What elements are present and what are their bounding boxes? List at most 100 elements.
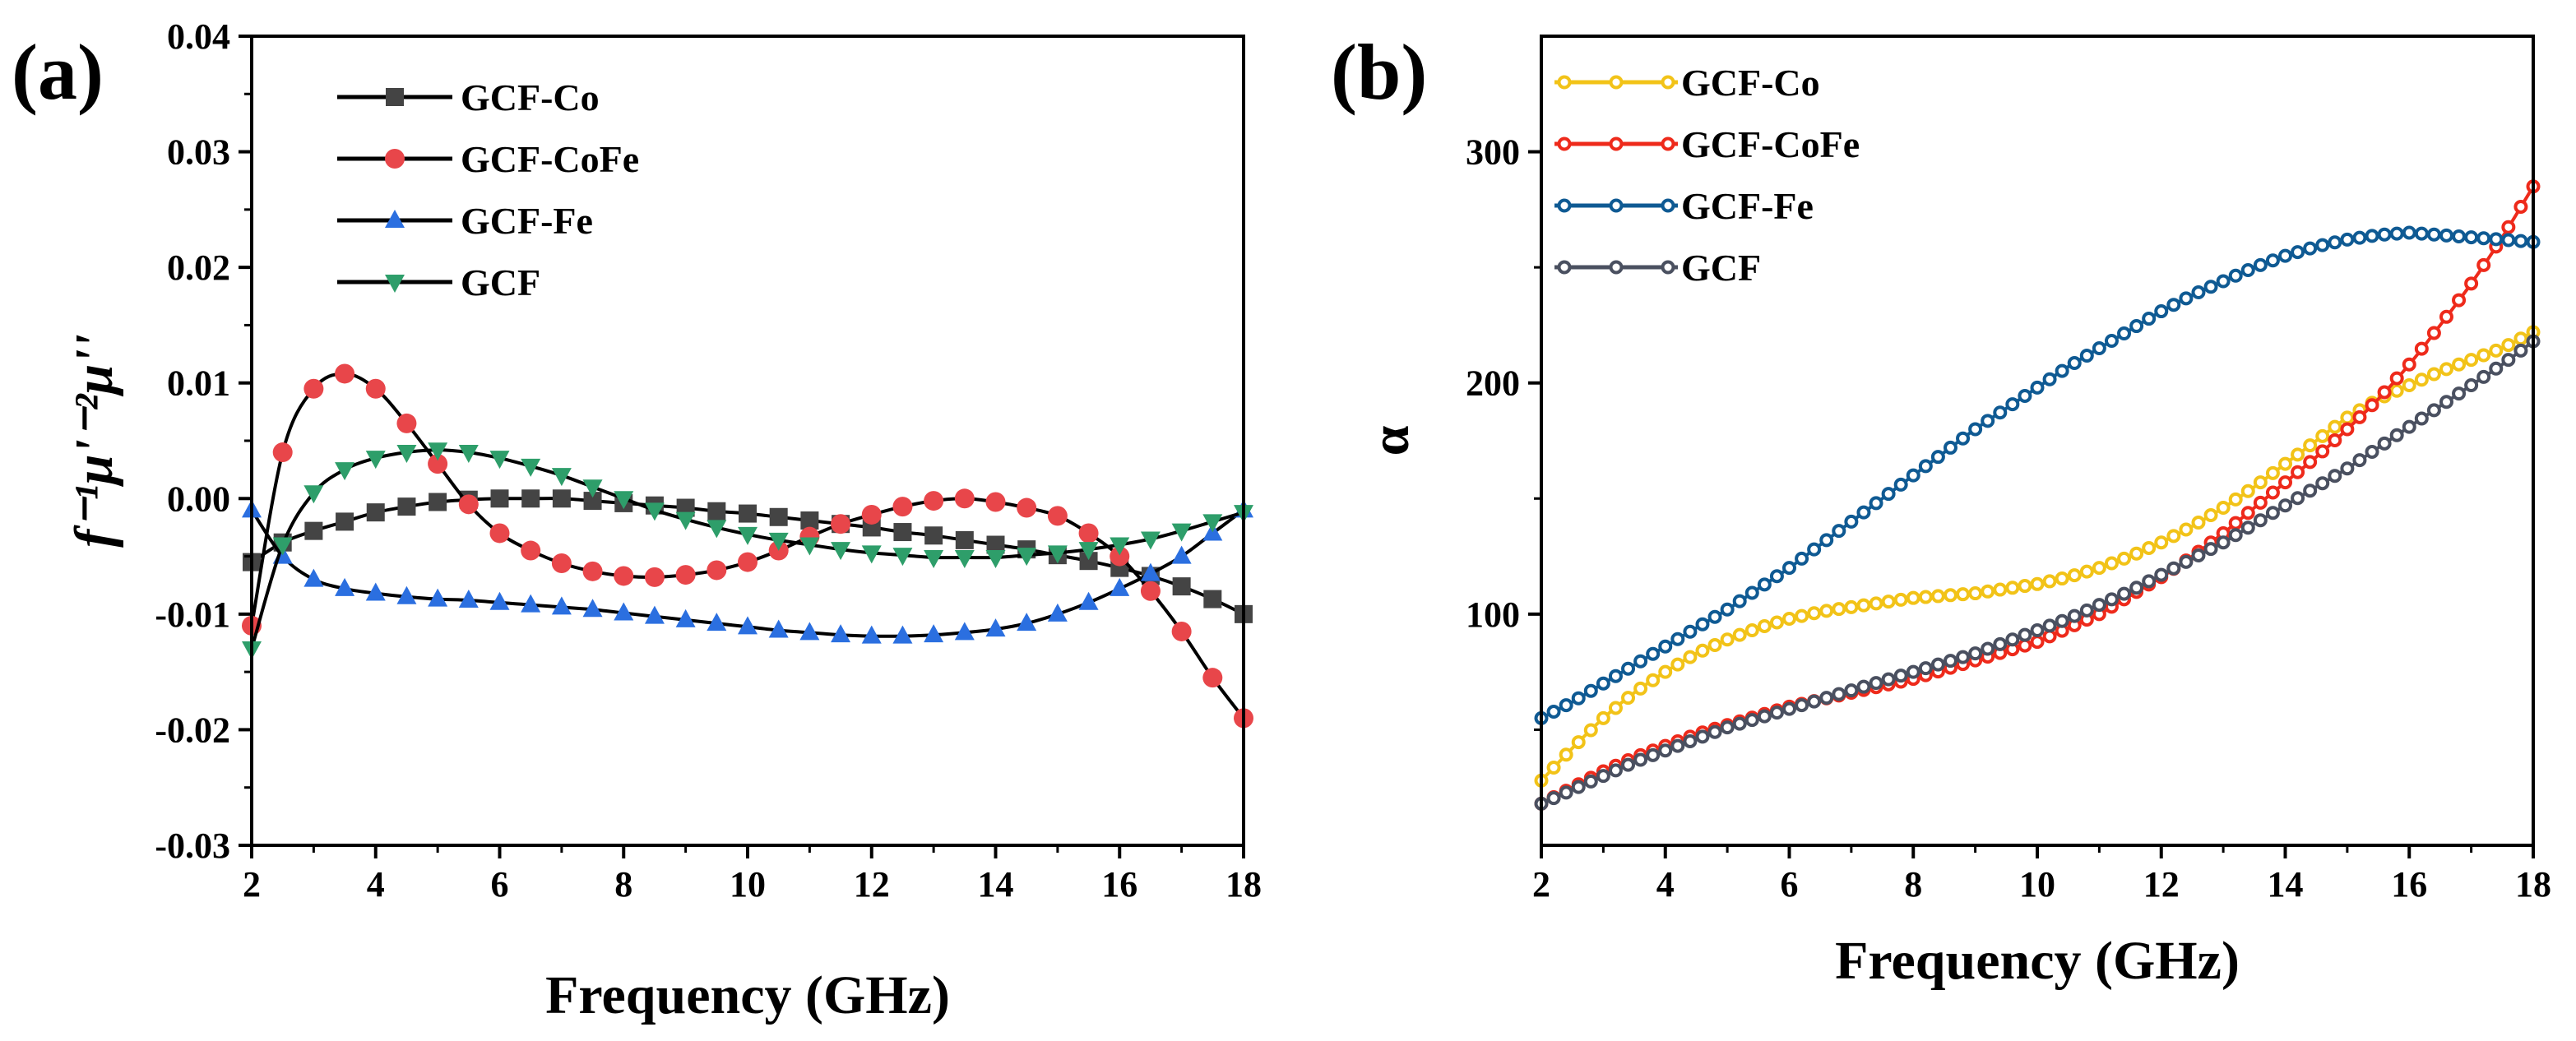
data-point <box>428 442 448 461</box>
data-point <box>1844 514 1859 529</box>
x-tick-label: 16 <box>2391 864 2427 905</box>
data-point <box>1670 632 1685 646</box>
data-point <box>2303 455 2318 470</box>
data-point <box>2452 357 2467 372</box>
data-point <box>2414 226 2429 241</box>
data-point <box>768 532 789 551</box>
data-point <box>1633 752 1648 767</box>
data-point <box>1707 724 1722 739</box>
data-point <box>1795 698 1809 713</box>
data-point <box>1546 704 1561 719</box>
data-point <box>2203 508 2218 523</box>
data-point <box>551 468 572 487</box>
data-point <box>1683 733 1698 748</box>
data-point <box>2389 383 2404 398</box>
data-point <box>739 504 757 523</box>
data-point <box>2179 554 2194 569</box>
data-point <box>1782 701 1796 716</box>
data-point <box>1744 713 1759 728</box>
data-point <box>2328 235 2342 250</box>
data-point <box>1621 661 1636 676</box>
data-point <box>1596 676 1610 691</box>
data-point <box>2240 506 2255 520</box>
data-point <box>2104 592 2119 607</box>
data-point <box>1047 506 1068 526</box>
data-point <box>1757 709 1772 724</box>
data-point <box>2402 357 2416 372</box>
data-point <box>2352 409 2367 424</box>
data-point <box>1078 523 1099 544</box>
y-axis-label: α <box>1360 425 1420 456</box>
data-point <box>428 454 448 474</box>
data-point <box>1110 546 1130 567</box>
legend: GCF-Co GCF-CoFe GCF-Fe GCF <box>1554 62 1860 289</box>
legend-label: GCF-Co <box>461 76 600 118</box>
data-point <box>1930 657 1945 672</box>
data-point <box>2154 535 2169 550</box>
y-axis-label: f⁻¹μ'⁻²μ'' <box>64 334 124 548</box>
data-point <box>985 549 1006 568</box>
data-point <box>1757 618 1772 633</box>
data-point <box>1670 738 1685 753</box>
data-point <box>1707 638 1722 653</box>
data-point <box>2216 501 2231 516</box>
data-point <box>2203 280 2218 294</box>
data-point <box>1968 586 1983 601</box>
data-point <box>2352 453 2367 468</box>
data-point <box>2365 229 2379 243</box>
legend-marker <box>1557 260 1572 275</box>
series-line <box>250 372 1245 719</box>
data-point <box>365 582 386 601</box>
data-point <box>397 497 416 516</box>
data-point <box>892 497 913 517</box>
data-point <box>2228 528 2243 543</box>
legend-marker <box>1661 260 1675 275</box>
data-point <box>2489 361 2504 376</box>
data-point <box>2129 319 2144 334</box>
data-point <box>2464 353 2479 368</box>
data-point <box>552 489 571 508</box>
data-point <box>429 493 447 511</box>
data-point <box>954 622 975 641</box>
data-point <box>1621 757 1636 772</box>
data-point <box>2489 343 2504 358</box>
x-tick-label: 6 <box>491 864 509 905</box>
data-point <box>1633 681 1648 696</box>
legend-marker <box>1661 75 1675 90</box>
data-point <box>2476 257 2491 272</box>
data-point <box>1621 691 1636 706</box>
legend: GCF-Co GCF-CoFe GCF-Fe GCF <box>337 76 639 303</box>
data-point <box>2079 349 2094 363</box>
data-point <box>2476 369 2491 384</box>
data-point <box>2291 245 2305 260</box>
data-point <box>2079 603 2094 618</box>
data-point <box>2464 378 2479 393</box>
data-point <box>614 491 634 510</box>
data-point <box>707 520 727 539</box>
x-tick-label: 12 <box>2143 864 2180 905</box>
data-point <box>1171 523 1192 542</box>
data-point <box>955 530 974 549</box>
data-point <box>2005 632 2020 647</box>
data-point <box>1047 603 1068 622</box>
legend-item: GCF-Co <box>337 76 600 118</box>
data-point <box>1856 679 1871 694</box>
data-point <box>2030 635 2045 650</box>
data-point <box>1869 676 1883 691</box>
panel-b: 2 4 6 8 10 12 14 16 18 100 200 300 Frequency (GHz) α (… <box>1331 28 2551 991</box>
data-point <box>2240 483 2255 498</box>
data-point <box>1981 584 1995 599</box>
data-point <box>2513 199 2528 214</box>
data-point <box>738 616 758 635</box>
data-point <box>2191 548 2206 562</box>
data-point <box>2142 574 2157 589</box>
data-point <box>1956 431 1971 446</box>
data-point <box>489 523 510 544</box>
data-point <box>2228 268 2243 283</box>
data-point <box>2142 312 2157 326</box>
data-point <box>1893 669 1908 683</box>
y-tick-label: 0.02 <box>167 248 230 288</box>
legend-marker <box>1609 260 1624 275</box>
legend-marker <box>1609 136 1624 151</box>
data-point <box>2179 522 2194 537</box>
